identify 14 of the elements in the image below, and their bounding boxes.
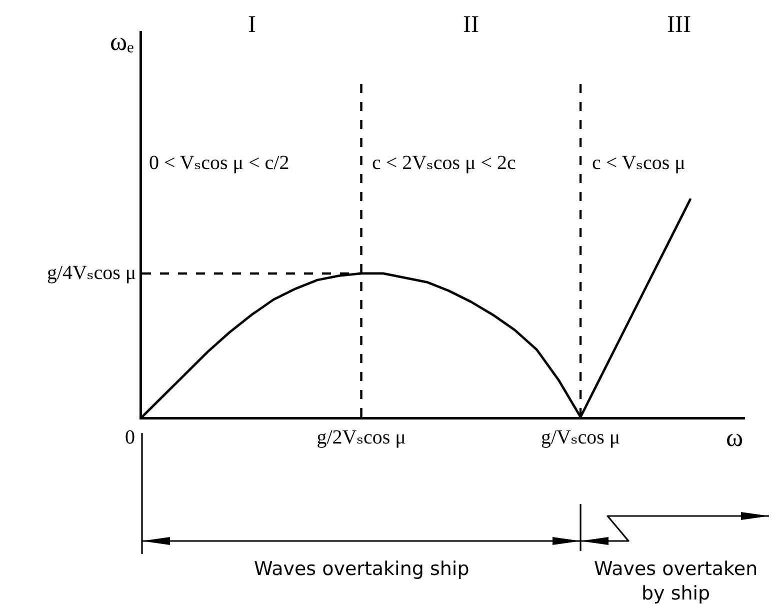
text: II <box>463 12 479 38</box>
text: c < Vₛcos μ <box>592 152 686 174</box>
text: 0 < Vₛcos μ < c/2 <box>149 152 290 174</box>
text: ωₑ <box>110 27 134 56</box>
text: Waves overtaking ship <box>254 558 470 580</box>
text: c < 2Vₛcos μ < 2c <box>372 152 516 174</box>
text: Waves overtaken by ship <box>594 558 758 605</box>
ref-line-label: g/4Vₛcos μ <box>47 262 136 284</box>
x-tick-label: 0 <box>125 426 135 448</box>
x-axis-title: ω <box>726 423 744 452</box>
x-tick-label: g/Vₛcos μ <box>540 426 620 448</box>
text: III <box>667 12 691 38</box>
x-tick-label: g/2Vₛcos μ <box>316 426 406 448</box>
text: I <box>248 12 256 38</box>
